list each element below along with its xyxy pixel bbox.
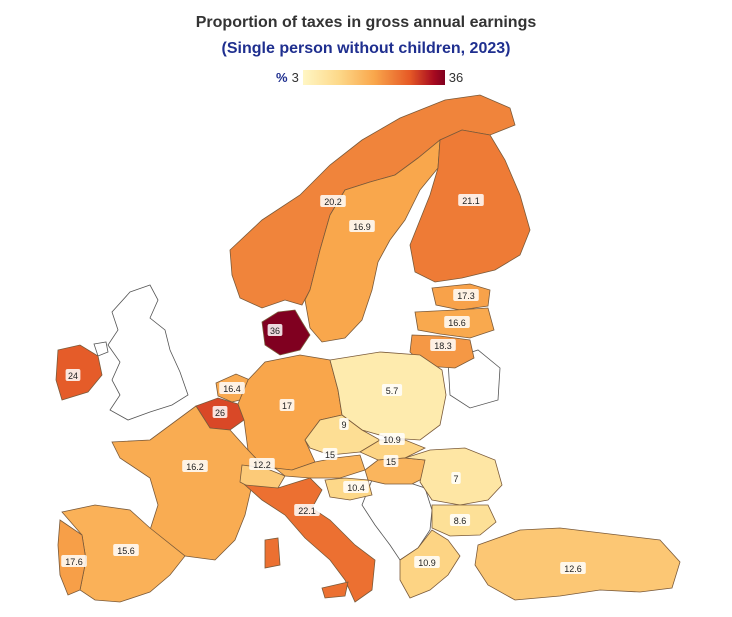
value-label-norway: 20.2	[324, 197, 342, 207]
region-sweden[interactable]	[304, 139, 441, 343]
value-label-portugal: 17.6	[65, 557, 83, 567]
value-label-box-latvia	[444, 316, 470, 328]
value-label-box-czechia	[339, 418, 349, 430]
value-label-sweden: 16.9	[353, 222, 371, 232]
value-label-romania: 7	[453, 474, 458, 484]
value-label-box-netherlands	[219, 382, 245, 394]
value-label-box-ireland	[65, 369, 81, 381]
value-label-france: 16.2	[186, 462, 204, 472]
region-italy[interactable]	[243, 477, 376, 603]
value-label-box-lithuania	[430, 339, 456, 351]
legend-max: 36	[448, 69, 464, 85]
value-label-box-austria	[322, 448, 338, 460]
color-legend: % 3 36	[276, 68, 463, 86]
chart-title: Proportion of taxes in gross annual earn…	[195, 14, 537, 31]
value-label-finland: 21.1	[462, 196, 480, 206]
chart-subtitle: (Single person without children, 2023)	[221, 40, 511, 57]
value-label-netherlands: 16.4	[223, 384, 241, 394]
value-label-box-norway	[320, 195, 346, 207]
value-label-germany: 17	[282, 401, 292, 411]
value-label-box-spain	[113, 544, 139, 556]
value-label-switzerland: 12.2	[253, 460, 271, 470]
value-label-box-sweden	[349, 220, 375, 232]
region-france[interactable]	[111, 405, 266, 561]
value-label-box-italy	[294, 504, 320, 516]
value-label-box-portugal	[61, 555, 87, 567]
legend-unit: %	[276, 69, 288, 85]
value-label-bulgaria: 8.6	[454, 516, 467, 526]
value-label-hungary: 15	[386, 457, 396, 467]
value-label-box-slovakia	[379, 433, 405, 445]
value-label-latvia: 16.6	[448, 318, 466, 328]
region-northern-ireland[interactable]	[93, 341, 109, 357]
value-label-slovenia: 10.4	[347, 483, 365, 493]
value-label-box-greece	[414, 556, 440, 568]
nodata-regions	[93, 284, 501, 561]
value-label-box-germany	[279, 399, 295, 411]
value-label-box-poland	[381, 384, 403, 396]
value-label-box-finland	[458, 194, 484, 206]
value-label-box-hungary	[383, 455, 399, 467]
value-label-box-france	[182, 460, 208, 472]
value-label-turkiye: 12.6	[564, 564, 582, 574]
value-label-czechia: 9	[341, 420, 346, 430]
value-label-box-switzerland	[249, 458, 275, 470]
value-label-italy: 22.1	[298, 506, 316, 516]
value-label-box-denmark	[267, 324, 283, 336]
value-label-box-estonia	[453, 289, 479, 301]
value-label-spain: 15.6	[117, 546, 135, 556]
legend-min: 3	[291, 69, 299, 85]
region-great-britain[interactable]	[107, 284, 189, 421]
legend-gradient-bar	[302, 69, 445, 85]
value-label-poland: 5.7	[386, 386, 399, 396]
region-denmark[interactable]	[261, 309, 311, 356]
value-label-box-bulgaria	[449, 514, 471, 526]
value-label-box-turkiye	[560, 562, 586, 574]
value-label-slovakia: 10.9	[383, 435, 401, 445]
value-label-estonia: 17.3	[457, 291, 475, 301]
value-label-box-slovenia	[343, 481, 369, 493]
region-austria[interactable]	[273, 454, 366, 479]
region-italy-island-1[interactable]	[264, 537, 281, 569]
value-label-box-belgium	[212, 406, 228, 418]
value-label-denmark: 36	[270, 326, 280, 336]
value-label-ireland: 24	[68, 371, 78, 381]
value-label-box-romania	[451, 472, 461, 484]
value-label-greece: 10.9	[418, 558, 436, 568]
value-label-lithuania: 18.3	[434, 341, 452, 351]
region-italy-island-2[interactable]	[321, 581, 349, 599]
value-label-austria: 15	[325, 450, 335, 460]
value-label-belgium: 26	[215, 408, 225, 418]
